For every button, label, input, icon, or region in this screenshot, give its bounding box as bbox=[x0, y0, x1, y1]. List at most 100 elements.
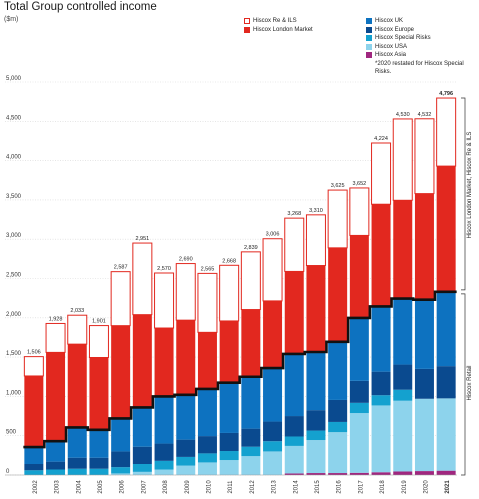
bar-segment-hiscox-uk bbox=[132, 407, 152, 447]
y-tick-label: 1,000 bbox=[6, 390, 22, 396]
total-label: 1,506 bbox=[27, 350, 41, 356]
bar-segment-hiscox-re-ils bbox=[284, 217, 305, 272]
x-tick-label: 2018 bbox=[380, 480, 386, 494]
legend-item-usa: Hiscox USA bbox=[366, 43, 479, 52]
total-label: 4,224 bbox=[374, 136, 388, 142]
bar-segment-hiscox-asia bbox=[284, 473, 304, 475]
x-tick-label: 2007 bbox=[141, 480, 147, 494]
total-label: 3,652 bbox=[352, 181, 366, 187]
legend-swatch-uk bbox=[366, 18, 372, 25]
bar-segment-hiscox-uk bbox=[263, 368, 283, 422]
bar-segment-hiscox-uk bbox=[328, 341, 348, 400]
total-label: 4,796 bbox=[439, 91, 453, 97]
bar-segment-hiscox-special-risks bbox=[219, 451, 239, 461]
bar-segment-hiscox-re-ils bbox=[23, 356, 44, 377]
bar-segment-hiscox-uk bbox=[67, 427, 87, 458]
bar-segment-hiscox-uk bbox=[241, 376, 261, 429]
bar-segment-hiscox-re-ils bbox=[175, 263, 196, 321]
bar-segment-hiscox-uk bbox=[414, 299, 434, 369]
bar-segment-hiscox-re-ils bbox=[110, 271, 131, 327]
bar-segment-hiscox-usa bbox=[371, 405, 391, 473]
y-axis-unit: ($m) bbox=[4, 16, 19, 23]
bar-segment-hiscox-re-ils bbox=[305, 214, 326, 267]
legend-item-europe: Hiscox Europe bbox=[366, 26, 479, 35]
y-tick-label: 3,500 bbox=[6, 194, 22, 200]
bar-segment-hiscox-re-ils bbox=[327, 189, 348, 249]
bar-segment-hiscox-europe bbox=[46, 461, 66, 470]
bar-segment-hiscox-europe bbox=[89, 457, 109, 469]
total-label: 2,951 bbox=[135, 236, 149, 242]
legend-swatch-london-market bbox=[244, 26, 250, 33]
bar-segment-hiscox-europe bbox=[306, 410, 326, 431]
total-label: 3,310 bbox=[309, 208, 323, 214]
bracket-upper bbox=[461, 97, 466, 291]
legend-item-re-ils: Hiscox Re & ILS bbox=[244, 17, 313, 26]
bar-segment-hiscox-asia bbox=[393, 471, 413, 475]
bar-segment-hiscox-uk bbox=[284, 353, 304, 417]
total-label: 1,901 bbox=[92, 319, 106, 325]
total-label: 2,587 bbox=[114, 265, 128, 271]
bar-segment-hiscox-london-market bbox=[197, 332, 217, 389]
bar-segment-hiscox-re-ils bbox=[240, 251, 261, 311]
y-tick-label: 500 bbox=[6, 430, 17, 436]
bar-segment-hiscox-special-risks bbox=[241, 446, 261, 457]
bar-segment-hiscox-uk bbox=[111, 418, 131, 452]
legend-label-special-risks: Hiscox Special Risks bbox=[375, 35, 431, 41]
bar-segment-hiscox-europe bbox=[436, 366, 456, 399]
x-tick-label: 2004 bbox=[76, 480, 82, 494]
bar-segment-hiscox-europe bbox=[414, 368, 434, 399]
bar-segment-hiscox-uk bbox=[219, 382, 239, 433]
bar-segment-hiscox-usa bbox=[306, 440, 326, 474]
total-label: 4,530 bbox=[396, 112, 410, 118]
total-label: 2,690 bbox=[179, 257, 193, 263]
bar-segment-hiscox-re-ils bbox=[132, 242, 153, 316]
y-tick-label: 5,000 bbox=[6, 76, 22, 82]
bar-segment-hiscox-re-ils bbox=[436, 97, 457, 167]
legend-item-london-market: Hiscox London Market bbox=[244, 26, 313, 35]
legend-label-uk: Hiscox UK bbox=[375, 18, 404, 24]
bar-segment-hiscox-london-market bbox=[306, 265, 326, 352]
bar-segment-hiscox-special-risks bbox=[111, 467, 131, 474]
bar-segment-hiscox-london-market bbox=[241, 309, 261, 377]
bar-segment-hiscox-re-ils bbox=[67, 314, 88, 345]
legend-item-asia: Hiscox Asia bbox=[366, 51, 479, 60]
bar-segment-hiscox-uk bbox=[306, 351, 326, 411]
bar-segment-hiscox-europe bbox=[241, 428, 261, 447]
total-label: 3,268 bbox=[287, 211, 301, 217]
legend-right: Hiscox UK Hiscox Europe Hiscox Special R… bbox=[366, 17, 479, 77]
bar-segment-hiscox-special-risks bbox=[284, 436, 304, 446]
bar-segment-hiscox-re-ils bbox=[88, 325, 109, 358]
total-label: 3,625 bbox=[331, 183, 345, 189]
bar-segment-hiscox-usa bbox=[197, 462, 217, 475]
bar-segment-hiscox-usa bbox=[154, 469, 174, 475]
bar-segment-hiscox-europe bbox=[197, 436, 217, 454]
bar-segment-hiscox-re-ils bbox=[349, 187, 370, 236]
bracket-lower bbox=[461, 293, 466, 476]
legend-left: Hiscox Re & ILS Hiscox London Market bbox=[244, 17, 313, 34]
bar-segment-hiscox-uk bbox=[436, 291, 456, 367]
x-tick-label: 2014 bbox=[293, 480, 299, 494]
bar-segment-hiscox-usa bbox=[176, 465, 196, 475]
bar-segment-hiscox-special-risks bbox=[154, 460, 174, 470]
bar-segment-hiscox-london-market bbox=[176, 320, 196, 395]
bar-segment-hiscox-usa bbox=[284, 445, 304, 474]
bar-segment-hiscox-asia bbox=[436, 470, 456, 475]
bar-segment-hiscox-usa bbox=[414, 398, 434, 472]
y-tick-label: 2,500 bbox=[6, 273, 22, 279]
bar-segment-hiscox-uk bbox=[89, 429, 109, 458]
bar-segment-hiscox-asia bbox=[306, 473, 326, 475]
legend-swatch-special-risks bbox=[366, 35, 372, 42]
bar-segment-hiscox-re-ils bbox=[154, 272, 175, 329]
bar-segment-hiscox-special-risks bbox=[176, 456, 196, 466]
total-label: 2,565 bbox=[201, 266, 215, 272]
x-tick-label: 2016 bbox=[337, 480, 343, 494]
bar-segment-hiscox-europe bbox=[132, 446, 152, 464]
bar-segment-hiscox-special-risks bbox=[371, 395, 391, 406]
bar-segment-hiscox-special-risks bbox=[197, 453, 217, 463]
y-tick-label: 0 bbox=[6, 469, 10, 475]
bar-segment-hiscox-london-market bbox=[371, 204, 391, 307]
bar-segment-hiscox-london-market bbox=[284, 271, 304, 354]
legend-label-asia: Hiscox Asia bbox=[375, 52, 407, 58]
bar-segment-hiscox-uk bbox=[176, 394, 196, 440]
